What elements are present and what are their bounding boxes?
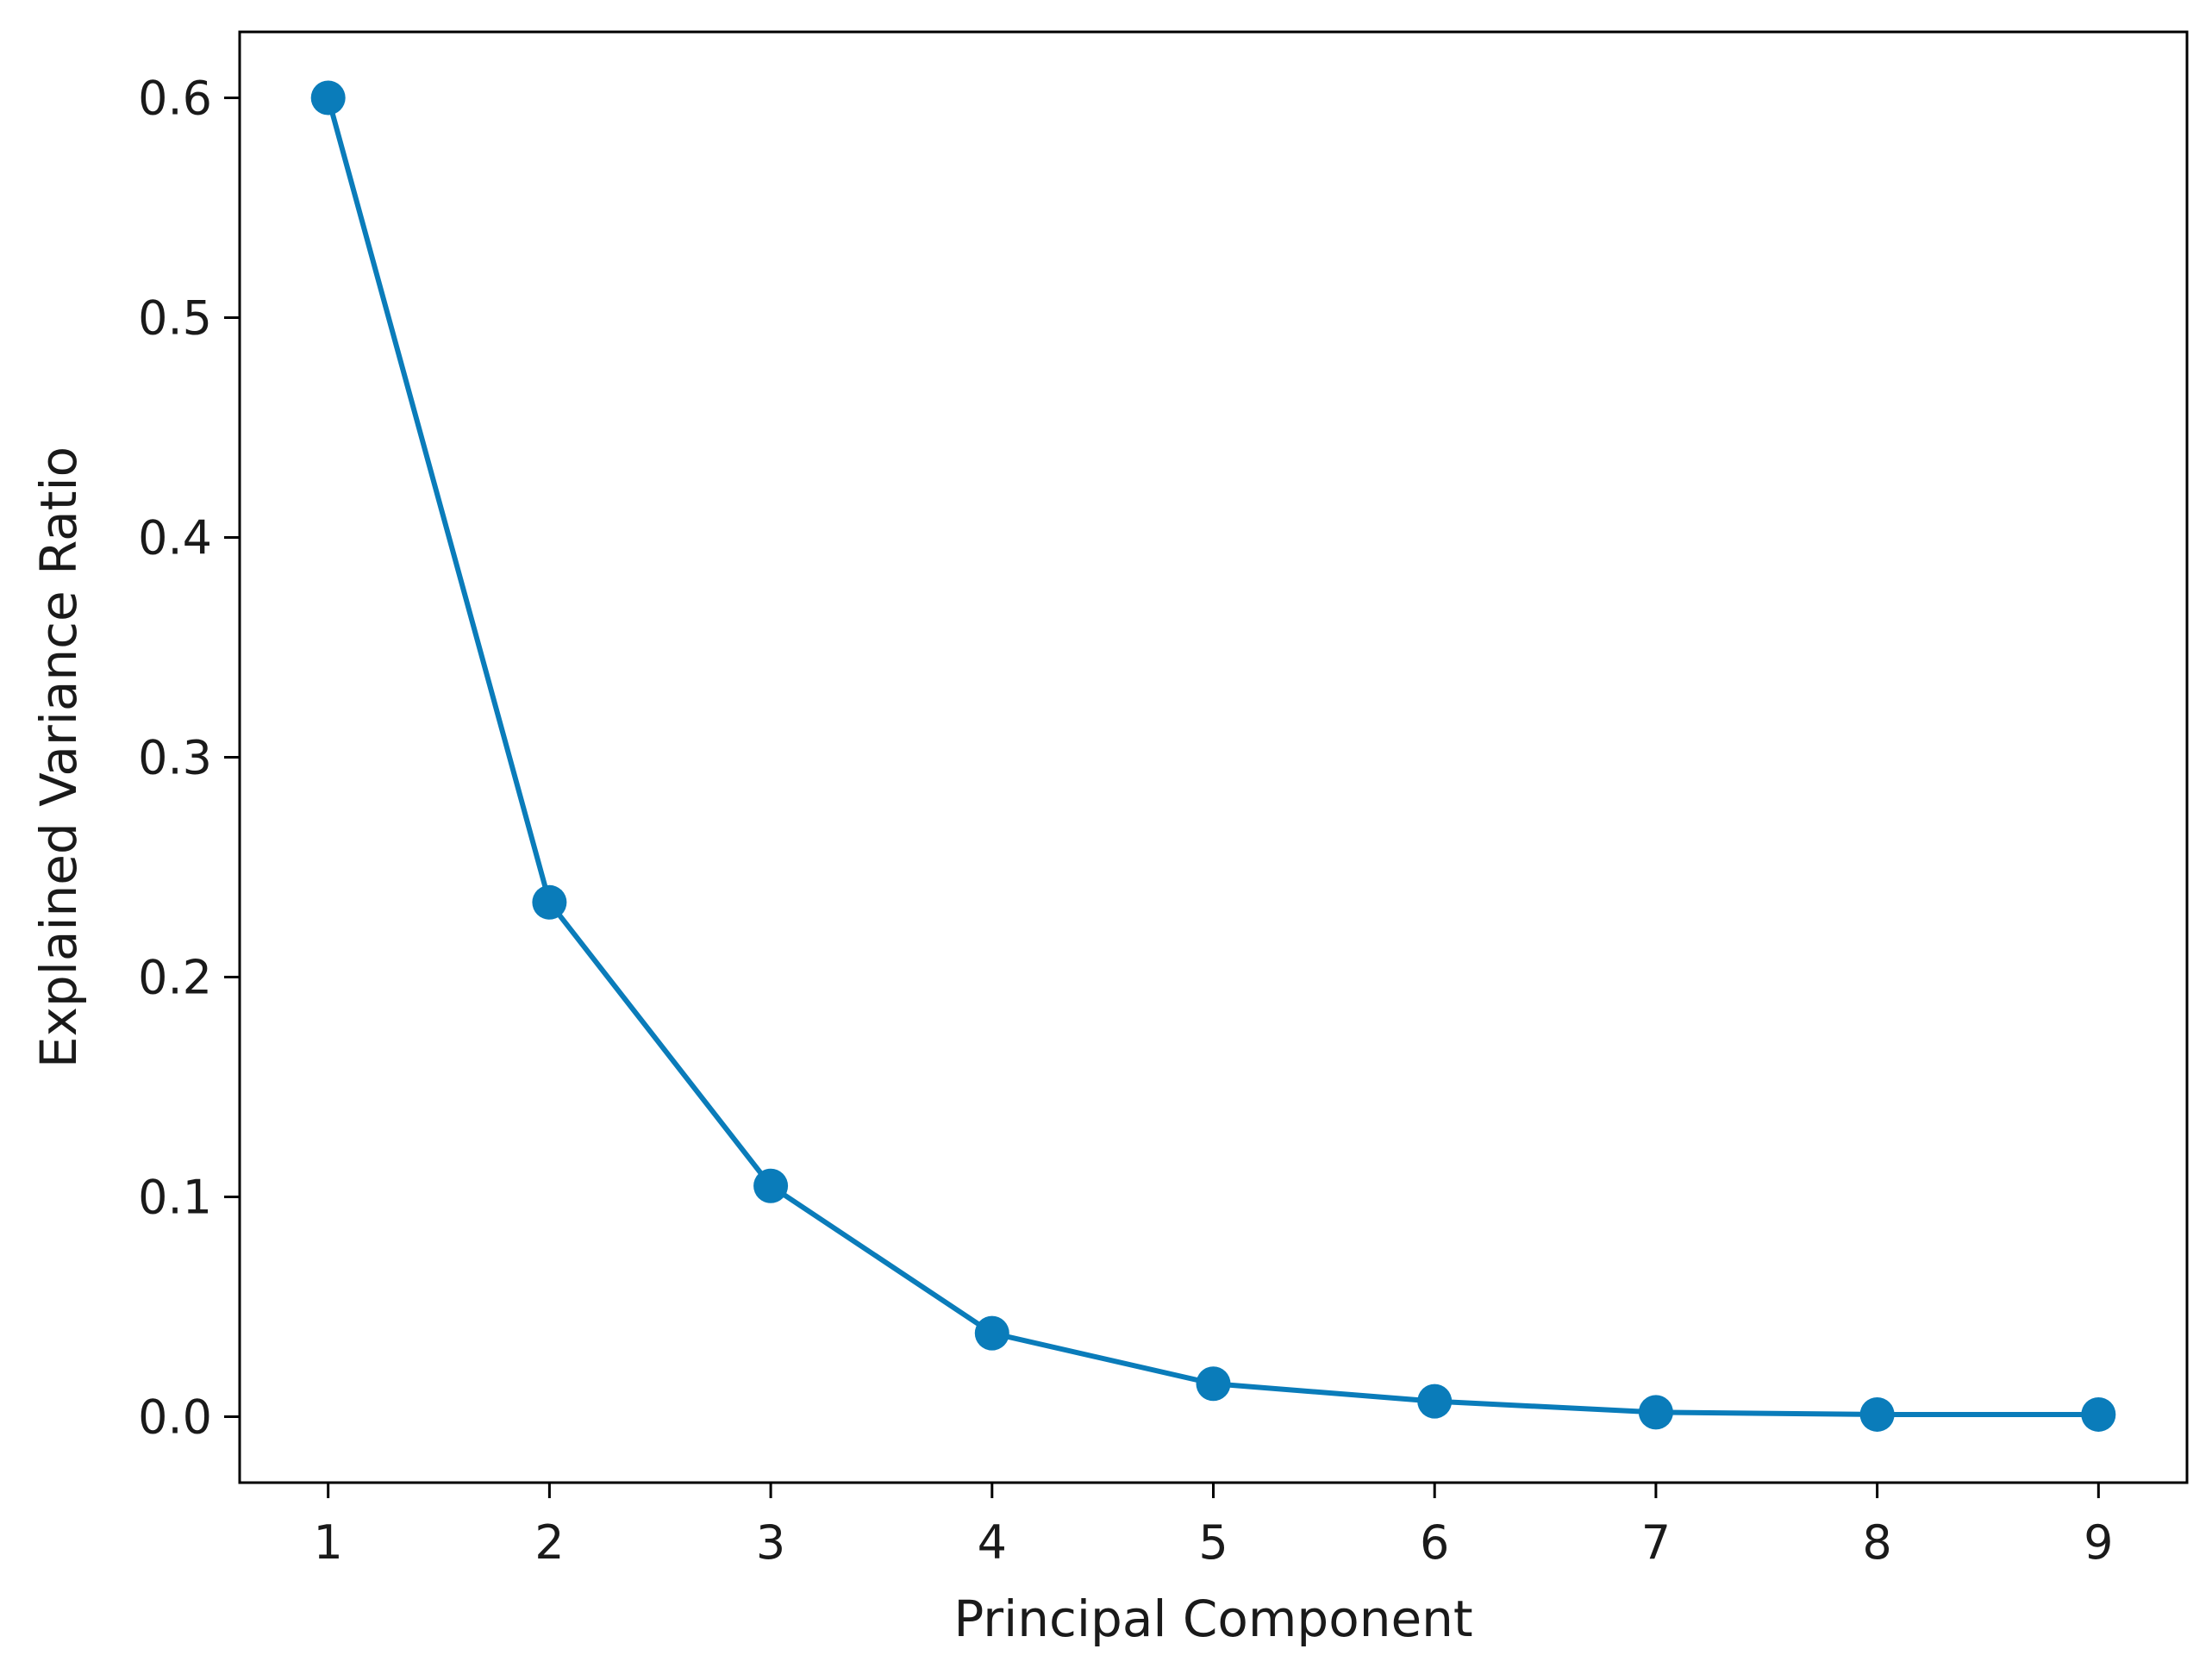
x-tick-label: 4 xyxy=(978,1515,1007,1570)
data-point-pc3 xyxy=(753,1168,789,1203)
data-point-pc6 xyxy=(1417,1384,1453,1419)
series-layer xyxy=(310,80,2116,1432)
y-tick-label: 0.3 xyxy=(138,731,212,785)
data-point-pc5 xyxy=(1196,1366,1231,1402)
data-point-pc8 xyxy=(1859,1396,1895,1432)
y-axis-label: Explained Variance Ratio xyxy=(29,447,88,1068)
y-tick-label: 0.0 xyxy=(138,1390,212,1445)
x-tick-label: 5 xyxy=(1198,1515,1228,1570)
x-tick-label: 2 xyxy=(534,1515,564,1570)
x-tick-label: 7 xyxy=(1641,1515,1671,1570)
y-tick-label: 0.1 xyxy=(138,1171,212,1225)
y-tick-label: 0.6 xyxy=(138,72,212,126)
x-tick-label: 9 xyxy=(2084,1515,2113,1570)
x-tick-label: 6 xyxy=(1420,1515,1449,1570)
x-axis-ticks: 1 2 3 4 5 6 7 8 9 xyxy=(314,1483,2113,1570)
x-tick-label: 8 xyxy=(1862,1515,1891,1570)
data-point-pc1 xyxy=(310,80,346,116)
x-axis-label: Principal Component xyxy=(953,1590,1472,1648)
data-point-pc4 xyxy=(974,1315,1009,1351)
y-tick-label: 0.5 xyxy=(138,291,212,346)
x-tick-label: 1 xyxy=(314,1515,343,1570)
y-tick-label: 0.4 xyxy=(138,511,212,565)
y-tick-label: 0.2 xyxy=(138,951,212,1005)
x-tick-label: 3 xyxy=(756,1515,785,1570)
data-point-pc9 xyxy=(2081,1396,2116,1432)
data-point-pc2 xyxy=(532,884,567,920)
data-point-pc7 xyxy=(1638,1395,1673,1430)
y-axis-ticks: 0.0 0.1 0.2 0.3 0.4 0.5 0.6 xyxy=(138,72,240,1445)
